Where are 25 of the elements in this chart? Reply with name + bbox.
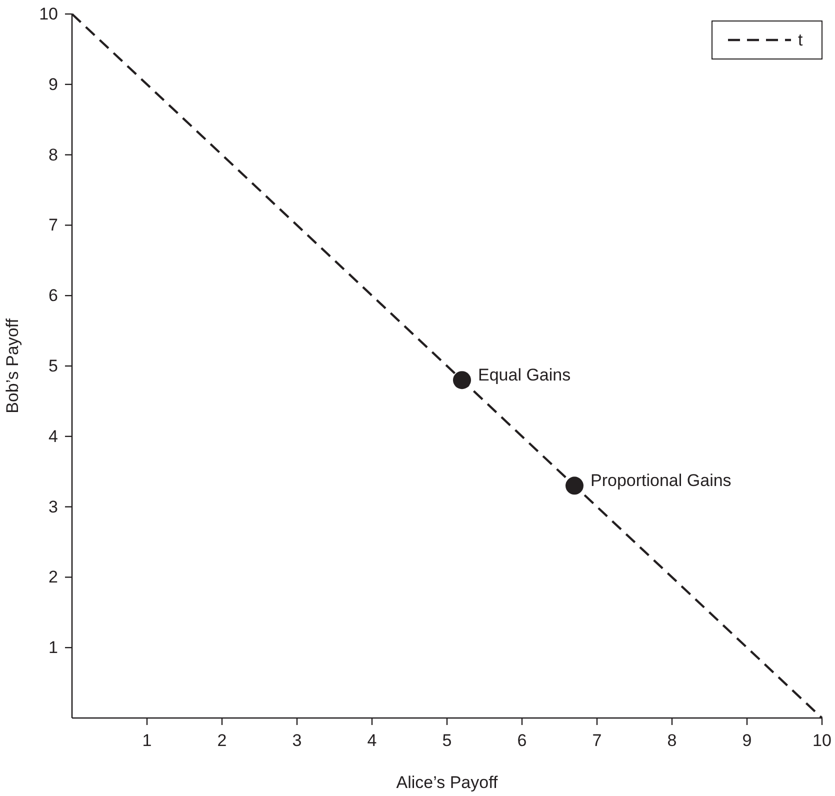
x-tick-label: 7 xyxy=(592,731,602,750)
x-tick-label: 3 xyxy=(292,731,302,750)
y-tick-label: 1 xyxy=(48,638,58,658)
x-axis-title: Alice’s Payoff xyxy=(396,773,498,792)
x-tick-label: 6 xyxy=(517,731,527,750)
y-tick-label: 5 xyxy=(48,356,58,376)
y-tick-label: 6 xyxy=(48,286,58,306)
annotation: Equal Gains xyxy=(478,366,571,385)
y-tick-label: 9 xyxy=(48,74,58,94)
y-axis-title: Bob’s Payoff xyxy=(3,318,22,414)
y-tick-label: 8 xyxy=(48,145,58,164)
x-tick-label: 9 xyxy=(742,731,752,750)
x-tick-label: 1 xyxy=(142,731,152,750)
x-tick-label: 2 xyxy=(217,731,227,750)
x-tick-label: 8 xyxy=(667,731,677,750)
y-tick-label: 3 xyxy=(48,497,58,516)
y-tick-label: 10 xyxy=(39,4,58,24)
y-tick-label: 2 xyxy=(48,568,58,587)
x-tick-label: 5 xyxy=(442,731,452,750)
y-tick-label: 4 xyxy=(48,426,58,446)
x-tick-label: 4 xyxy=(367,731,377,750)
annotation: Proportional Gains xyxy=(590,471,732,490)
legend-label: t xyxy=(798,30,803,50)
y-tick-label: 7 xyxy=(48,216,58,235)
x-tick-label: 10 xyxy=(812,731,832,750)
